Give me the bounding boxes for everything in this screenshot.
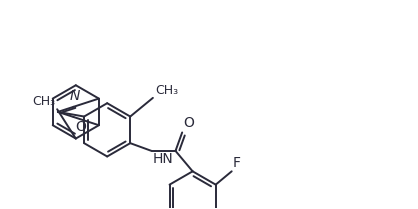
Text: O: O — [76, 120, 87, 134]
Text: CH₃: CH₃ — [155, 84, 178, 97]
Text: O: O — [183, 116, 194, 130]
Text: HN: HN — [153, 152, 173, 166]
Text: N: N — [69, 89, 80, 103]
Text: CH₃: CH₃ — [32, 95, 55, 108]
Text: F: F — [233, 156, 241, 170]
